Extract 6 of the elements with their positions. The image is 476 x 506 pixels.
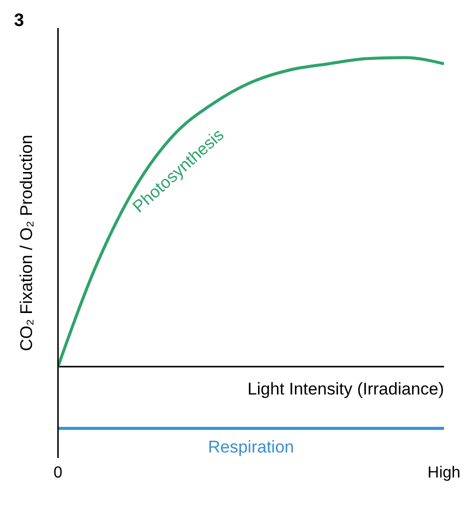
x-tick-label: High: [428, 464, 460, 482]
y-axis-title: CO₂ Fixation / O₂ Production: [17, 134, 36, 352]
x-axis-title: Light Intensity (Irradiance): [247, 380, 444, 399]
x-tick-label: 0: [54, 464, 63, 482]
series-label: Respiration: [208, 437, 294, 456]
chart-title: 3: [14, 10, 24, 31]
